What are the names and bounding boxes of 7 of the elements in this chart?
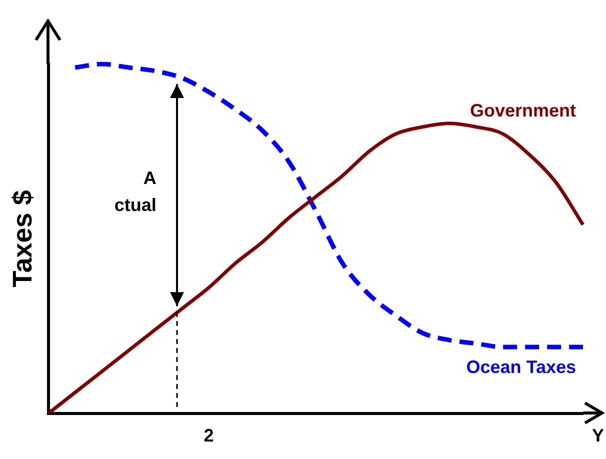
series-label: Government [470, 100, 576, 121]
series-label: Ocean Taxes [466, 357, 576, 378]
y-axis-title: Taxes $ [8, 190, 38, 288]
annotation: ctual [114, 195, 156, 215]
annotation: A [143, 168, 156, 188]
text: 2 [204, 425, 214, 446]
x-axis-title: Y [592, 425, 604, 446]
